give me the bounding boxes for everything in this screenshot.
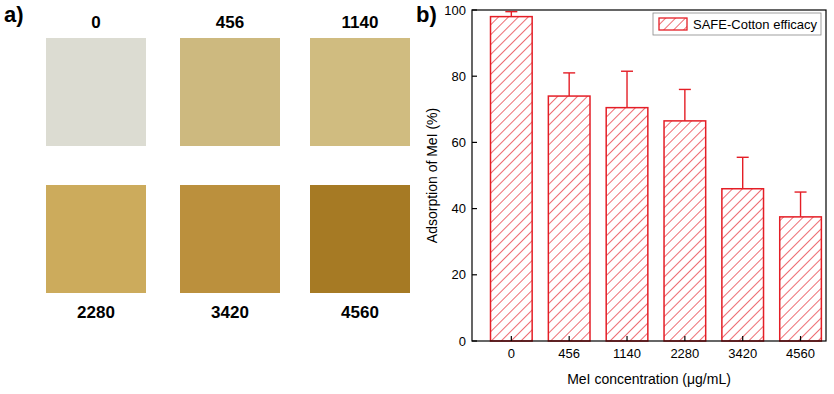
swatch-base [310, 185, 410, 293]
swatch [310, 38, 410, 146]
error-cap [563, 72, 575, 73]
y-tick-label: 80 [452, 69, 466, 84]
legend-swatch [659, 18, 687, 30]
swatch [180, 185, 280, 293]
bar [780, 217, 822, 341]
x-tick [684, 336, 685, 341]
panel-label: a) [4, 2, 24, 27]
y-tick [472, 142, 477, 143]
error-cap [621, 71, 633, 72]
panel-label: b) [416, 2, 437, 27]
error-cap [679, 89, 691, 90]
x-tick-label: 2280 [670, 346, 699, 361]
swatch-label: 456 [216, 13, 244, 32]
swatch-label: 4560 [341, 303, 379, 322]
swatch-label: 0 [91, 13, 100, 32]
legend-box [653, 13, 821, 35]
legend: SAFE-Cotton efficacy [653, 13, 821, 35]
x-tick-label: 3420 [728, 346, 757, 361]
x-tick-label: 456 [558, 346, 580, 361]
plot-frame [472, 10, 826, 341]
y-tick [472, 76, 477, 77]
swatch-base [46, 38, 146, 146]
x-tick-label: 0 [508, 346, 515, 361]
x-tick-label: 4560 [786, 346, 815, 361]
y-tick-label: 0 [459, 334, 466, 349]
error-cap [795, 191, 807, 192]
swatch-label: 2280 [77, 303, 115, 322]
bar [722, 189, 764, 341]
swatch-base [310, 38, 410, 146]
swatch [310, 185, 410, 293]
swatch [46, 38, 146, 146]
y-axis-label: Adsorption of MeI (%) [424, 108, 440, 243]
y-tick-label: 20 [452, 267, 466, 282]
swatch [46, 185, 146, 293]
figure: a) b) 0 456 1140 2280 3420 4560 0 20 40 60 80 100 0 456… [0, 0, 834, 394]
y-tick-label: 60 [452, 135, 466, 150]
bar [664, 121, 706, 341]
y-tick [472, 340, 477, 341]
y-tick-label: 100 [444, 3, 466, 18]
y-tick [472, 208, 477, 209]
x-axis-label: MeI concentration (μg/mL) [567, 371, 731, 387]
x-tick [800, 336, 801, 341]
swatch-base [180, 38, 280, 146]
x-tick [742, 336, 743, 341]
error-cap [737, 157, 749, 158]
x-tick-label: 1140 [613, 346, 641, 361]
x-tick [569, 336, 570, 341]
legend-label: SAFE-Cotton efficacy [693, 17, 818, 32]
swatch-base [180, 185, 280, 293]
x-tick [511, 336, 512, 341]
swatch-base [46, 185, 146, 293]
y-tick [472, 9, 477, 10]
y-tick-label: 40 [452, 201, 466, 216]
bar [548, 96, 590, 341]
bar [491, 17, 533, 341]
swatch [180, 38, 280, 146]
error-cap [505, 11, 517, 12]
bar [606, 108, 648, 341]
y-tick [472, 274, 477, 275]
x-tick [626, 336, 627, 341]
swatch-label: 1140 [342, 13, 379, 32]
swatch-label: 3420 [211, 303, 249, 322]
